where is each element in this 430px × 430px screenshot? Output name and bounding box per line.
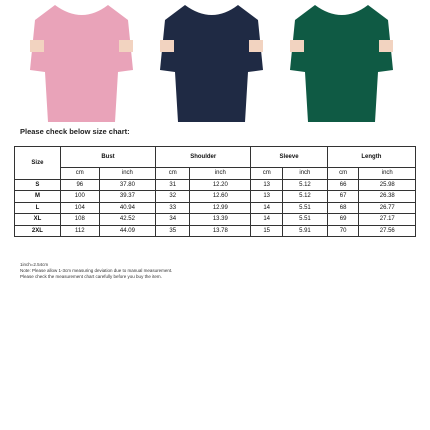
measure-cell: 27.56 <box>358 224 416 237</box>
size-header: Size <box>14 146 61 180</box>
size-table: Size Bust Shoulder Sleeve Length cm inch cm inch… <box>14 146 417 237</box>
group-header: Length <box>326 146 417 168</box>
measure-cell: 26.77 <box>358 201 416 214</box>
note-line: Please check the measurement chart caref… <box>20 274 162 279</box>
unit-header: inch <box>358 167 416 180</box>
unit-header: inch <box>189 167 252 180</box>
measure-cell: 32 <box>155 190 191 203</box>
measure-cell: 5.12 <box>282 178 328 191</box>
notes: 1inch=2.54cm Note: Please allow 1-3cm mea… <box>20 262 172 280</box>
measure-cell: 12.20 <box>189 178 252 191</box>
table-row: L 104 40.94 33 12.99 14 5.51 68 26.77 <box>14 201 416 214</box>
unit-header: cm <box>59 167 100 180</box>
size-cell: 2XL <box>14 224 61 237</box>
measure-cell: 5.51 <box>282 213 328 226</box>
measure-cell: 96 <box>59 178 100 191</box>
measure-cell: 67 <box>326 190 360 203</box>
measure-cell: 27.17 <box>358 213 416 226</box>
measure-cell: 13 <box>250 178 284 191</box>
table-row: cm inch cm inch cm inch cm inch <box>15 167 416 180</box>
table-row: XL 108 42.52 34 13.39 14 5.51 69 27.17 <box>14 213 416 226</box>
unit-header: cm <box>326 167 360 180</box>
measure-cell: 5.51 <box>282 201 328 214</box>
unit-header: inch <box>98 167 157 180</box>
measure-cell: 70 <box>326 224 360 237</box>
measure-cell: 33 <box>155 201 191 214</box>
note-line: Note: Please allow 1-3cm measuring devia… <box>20 268 173 273</box>
measure-cell: 13.39 <box>189 213 252 226</box>
measure-cell: 35 <box>155 224 191 237</box>
product-photos <box>30 5 393 122</box>
group-header: Shoulder <box>155 146 252 168</box>
measure-cell: 5.12 <box>282 190 328 203</box>
measure-cell: 15 <box>250 224 284 237</box>
measure-cell: 44.09 <box>98 224 157 237</box>
group-header: Sleeve <box>250 146 328 168</box>
measure-cell: 66 <box>326 178 360 191</box>
measure-cell: 26.38 <box>358 190 416 203</box>
size-cell: S <box>14 178 61 191</box>
measure-cell: 14 <box>250 201 284 214</box>
measure-cell: 37.80 <box>98 178 157 191</box>
table-row: M 100 39.37 32 12.60 13 5.12 67 26.38 <box>14 190 416 203</box>
shirt-pink <box>30 5 133 122</box>
measure-cell: 68 <box>326 201 360 214</box>
measure-cell: 40.94 <box>98 201 157 214</box>
shirt-green <box>290 5 393 122</box>
measure-cell: 14 <box>250 213 284 226</box>
measure-cell: 12.60 <box>189 190 252 203</box>
unit-header: inch <box>282 167 328 180</box>
measure-cell: 69 <box>326 213 360 226</box>
measure-cell: 39.37 <box>98 190 157 203</box>
measure-cell: 42.52 <box>98 213 157 226</box>
note-line: 1inch=2.54cm <box>20 262 49 267</box>
table-row: 2XL 112 44.09 35 13.78 15 5.91 70 27.56 <box>14 224 416 237</box>
intro-text: Please check below size chart: <box>20 127 130 136</box>
table-row: Size Bust Shoulder Sleeve Length <box>14 146 417 180</box>
unit-header: cm <box>155 167 191 180</box>
measure-cell: 31 <box>155 178 191 191</box>
shirt-navy <box>160 5 263 122</box>
measure-cell: 108 <box>59 213 100 226</box>
table-row: S 96 37.80 31 12.20 13 5.12 66 25.98 <box>14 178 416 191</box>
measure-cell: 34 <box>155 213 191 226</box>
measure-cell: 112 <box>59 224 100 237</box>
size-cell: XL <box>14 213 61 226</box>
measure-cell: 100 <box>59 190 100 203</box>
measure-cell: 13.78 <box>189 224 252 237</box>
measure-cell: 13 <box>250 190 284 203</box>
size-cell: M <box>14 190 61 203</box>
measure-cell: 12.99 <box>189 201 252 214</box>
size-cell: L <box>14 201 61 214</box>
unit-header: cm <box>250 167 284 180</box>
measure-cell: 5.91 <box>282 224 328 237</box>
measure-cell: 25.98 <box>358 178 416 191</box>
measure-cell: 104 <box>59 201 100 214</box>
group-header: Bust <box>59 146 157 168</box>
